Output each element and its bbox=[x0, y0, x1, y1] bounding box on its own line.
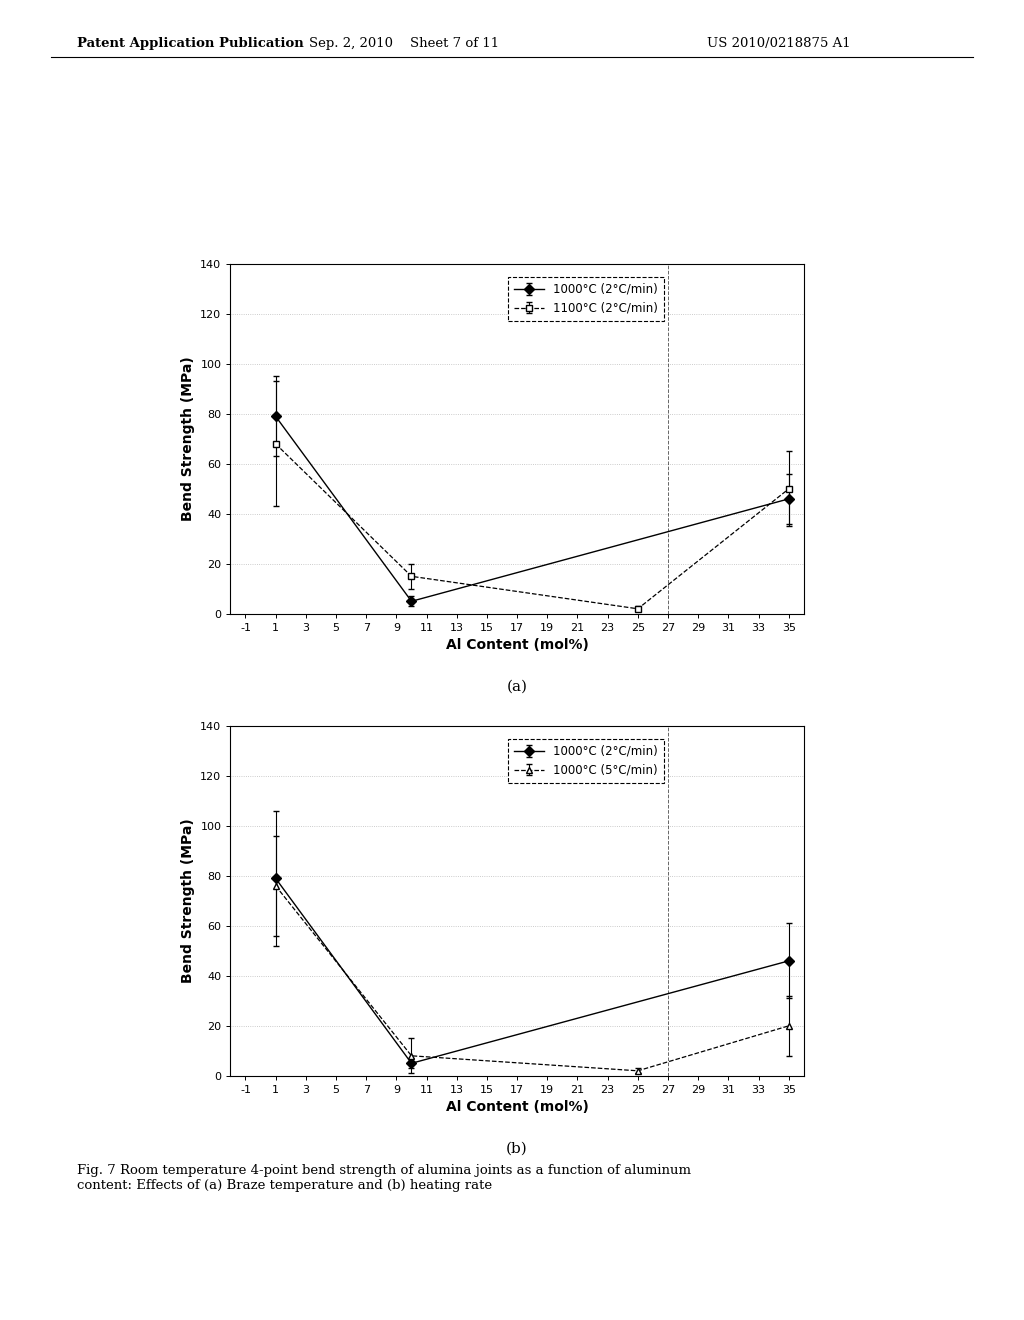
X-axis label: Al Content (mol%): Al Content (mol%) bbox=[445, 1101, 589, 1114]
Text: US 2010/0218875 A1: US 2010/0218875 A1 bbox=[707, 37, 850, 50]
Text: Patent Application Publication: Patent Application Publication bbox=[77, 37, 303, 50]
Text: (b): (b) bbox=[506, 1142, 528, 1156]
Legend: 1000°C (2°C/min), 1000°C (5°C/min): 1000°C (2°C/min), 1000°C (5°C/min) bbox=[508, 739, 664, 783]
Y-axis label: Bend Strength (MPa): Bend Strength (MPa) bbox=[180, 356, 195, 521]
Y-axis label: Bend Strength (MPa): Bend Strength (MPa) bbox=[180, 818, 195, 983]
Legend: 1000°C (2°C/min), 1100°C (2°C/min): 1000°C (2°C/min), 1100°C (2°C/min) bbox=[508, 277, 664, 321]
Text: (a): (a) bbox=[507, 680, 527, 694]
Text: Sep. 2, 2010    Sheet 7 of 11: Sep. 2, 2010 Sheet 7 of 11 bbox=[309, 37, 500, 50]
Text: Fig. 7 Room temperature 4-point bend strength of alumina joints as a function of: Fig. 7 Room temperature 4-point bend str… bbox=[77, 1164, 691, 1192]
X-axis label: Al Content (mol%): Al Content (mol%) bbox=[445, 639, 589, 652]
